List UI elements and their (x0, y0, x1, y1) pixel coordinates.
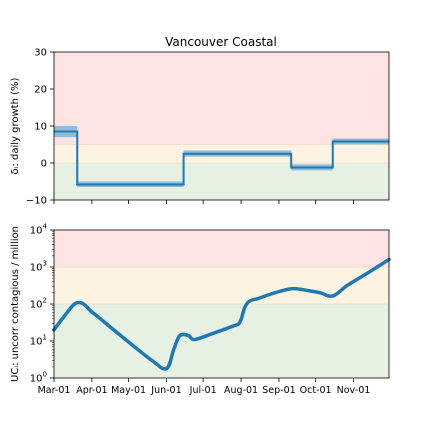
x-tick-label: Aug-01 (224, 385, 258, 396)
growth-series-line (54, 130, 389, 186)
y-tick-label: 102 (30, 297, 47, 311)
y-tick-label: 20 (34, 85, 47, 96)
contagious-y-axis-label: UCᵢ: uncorr contagious / million (10, 226, 21, 382)
growth-zones (54, 52, 389, 200)
growth-y-axis-label: δᵢ: daily growth (%) (10, 77, 21, 174)
zone-green (54, 304, 389, 378)
x-tick-label: Jun-01 (150, 385, 181, 396)
contagious-y-ticks: 100 101 102 103 104 (30, 223, 54, 385)
x-tick-label: Jul-01 (189, 385, 217, 396)
x-tick-label: Mar-01 (38, 385, 71, 396)
zone-red (54, 52, 389, 145)
growth-y-ticks: 30 20 10 0 −10 (26, 48, 54, 207)
chart-title: Vancouver Coastal (165, 35, 277, 49)
x-tick-label: Apr-01 (76, 385, 107, 396)
y-tick-label: 10 (34, 122, 47, 133)
growth-x-ticks (53, 200, 354, 204)
zone-yellow (54, 267, 389, 304)
zone-red (54, 230, 389, 267)
growth-rate-panel: 30 20 10 0 −10 Vancouver Coastal δᵢ: daily g… (10, 35, 390, 207)
y-tick-label: −10 (26, 196, 47, 207)
x-tick-label: May-01 (111, 385, 146, 396)
contagious-panel: 100 101 102 103 104 Mar-01 Apr-01 May-01 Jun-01… (10, 223, 391, 396)
y-tick-label: 30 (34, 48, 47, 59)
x-tick-label: Nov-01 (337, 385, 371, 396)
contagious-x-ticks: Mar-01 Apr-01 May-01 Jun-01 Jul-01 Aug-01 Sep-… (38, 378, 371, 396)
y-tick-label: 101 (30, 334, 47, 348)
y-tick-label: 103 (30, 260, 47, 274)
y-tick-label: 100 (30, 371, 47, 385)
x-tick-label: Oct-01 (300, 385, 332, 396)
contagious-series-line (52, 257, 391, 371)
x-tick-label: Sep-01 (262, 385, 295, 396)
y-tick-label: 104 (30, 223, 48, 237)
y-tick-label: 0 (41, 159, 47, 170)
contagious-zones (54, 230, 389, 378)
